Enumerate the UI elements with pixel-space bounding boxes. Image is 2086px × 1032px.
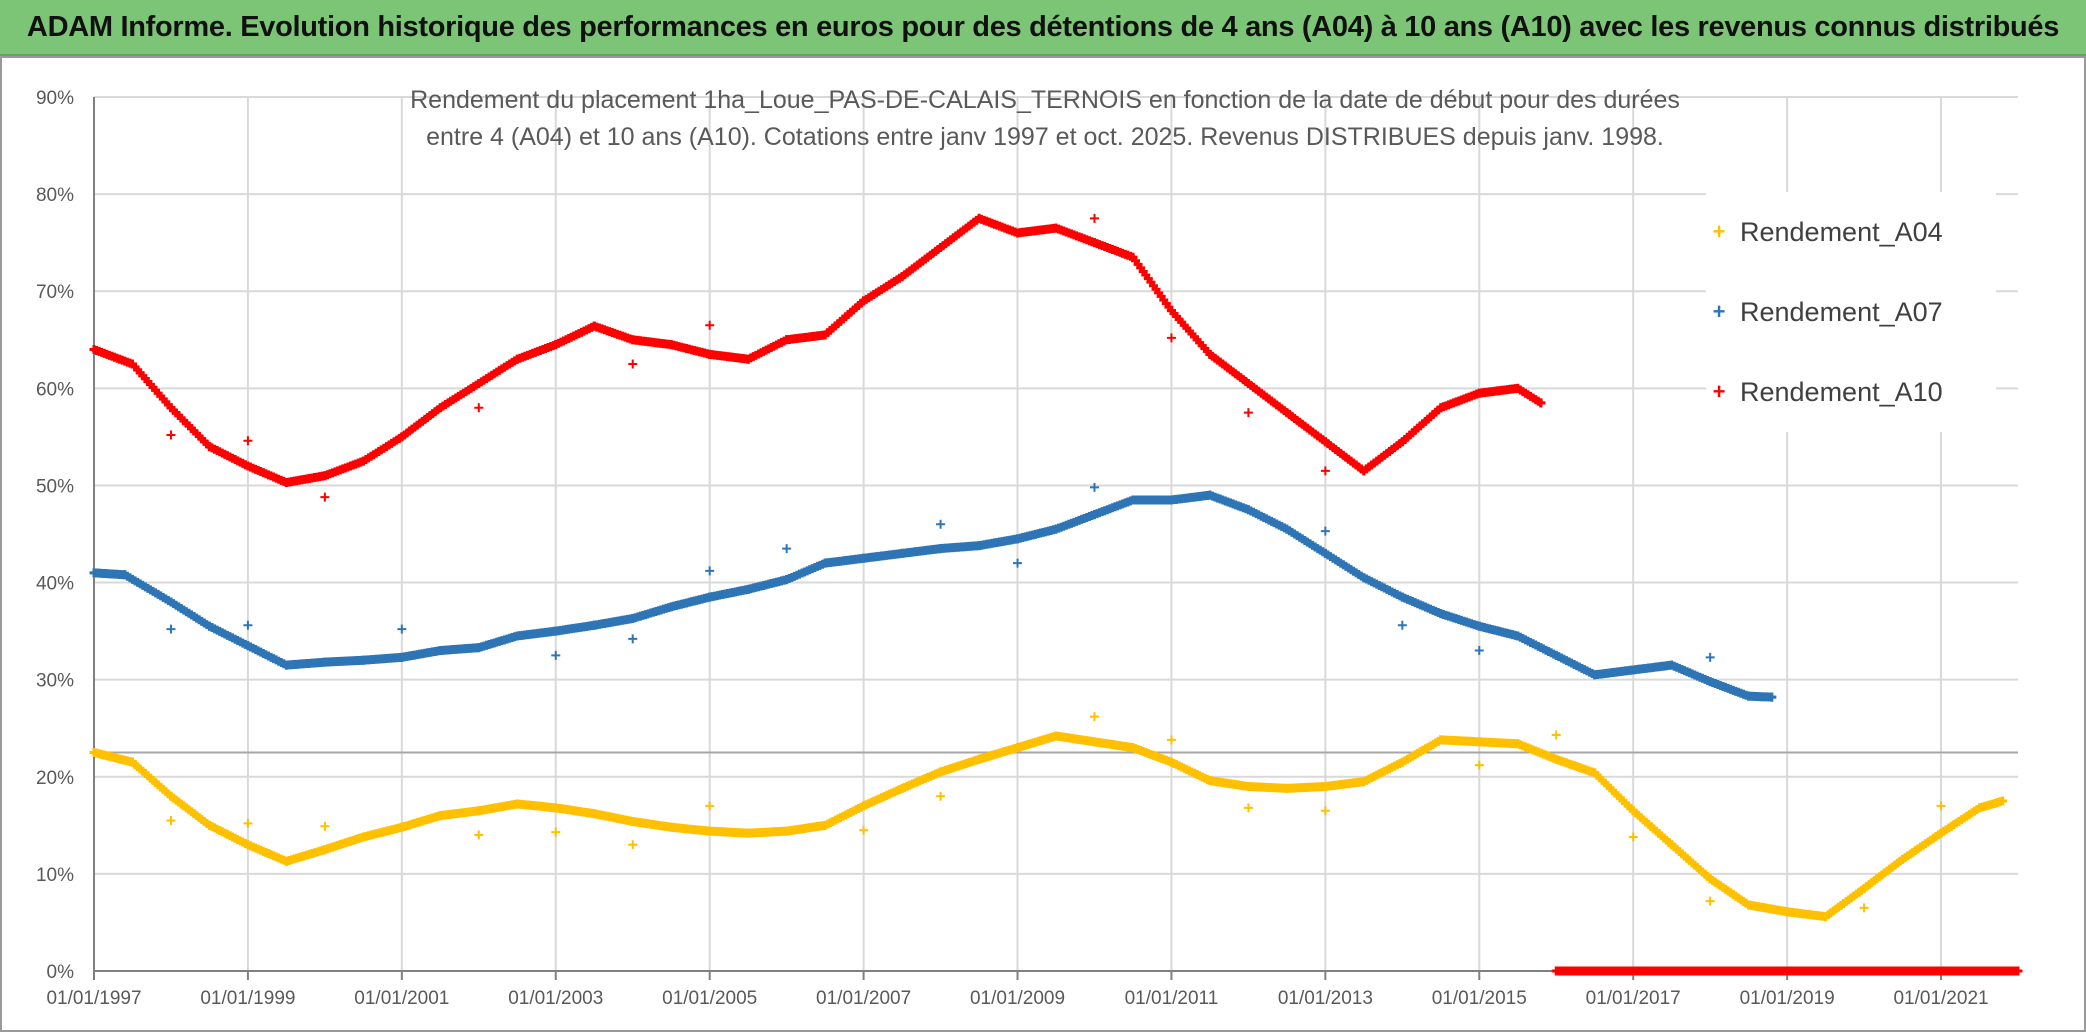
y-tick-label: 20% bbox=[36, 768, 74, 789]
data-point-outlier bbox=[551, 827, 561, 837]
y-tick-label: 80% bbox=[36, 185, 74, 206]
axis-layer: 0% 10% 20% 30% 40% 50% 60% 70% 80% 90% 01/01/1997 0… bbox=[36, 88, 2018, 1009]
report-banner: ADAM Informe. Evolution historique des p… bbox=[0, 0, 2086, 56]
data-point-outlier bbox=[474, 830, 484, 840]
x-tick-label: 01/01/2011 bbox=[1125, 988, 1219, 1009]
data-point-outlier bbox=[1397, 620, 1407, 630]
data-point bbox=[1767, 692, 1777, 702]
data-point-outlier bbox=[1089, 712, 1099, 722]
y-tick-label: 70% bbox=[36, 282, 74, 303]
data-point-outlier bbox=[243, 620, 253, 630]
data-point-outlier bbox=[1474, 760, 1484, 770]
chart-legend: + Rendement_A04 + Rendement_A07 + Rendem… bbox=[1706, 192, 1996, 432]
data-point-outlier bbox=[782, 544, 792, 554]
x-tick-label: 01/01/2003 bbox=[508, 988, 603, 1009]
data-point-outlier bbox=[1089, 213, 1099, 223]
y-tick-label: 30% bbox=[36, 671, 74, 692]
data-point-outlier bbox=[1089, 482, 1099, 492]
data-point bbox=[1536, 398, 1546, 408]
x-tick-label: 01/01/2017 bbox=[1586, 988, 1681, 1009]
legend-marker-a07-icon: + bbox=[1712, 299, 1726, 324]
data-point-outlier bbox=[397, 624, 407, 634]
legend-marker-a10-icon: + bbox=[1712, 379, 1726, 404]
series-rendement-a07 bbox=[89, 482, 1777, 702]
data-point-outlier bbox=[1166, 735, 1176, 745]
data-point-outlier bbox=[474, 403, 484, 413]
series-rendement-a10 bbox=[89, 213, 2023, 976]
x-tick-label: 01/01/2005 bbox=[662, 988, 757, 1009]
x-tick-label: 01/01/1999 bbox=[200, 988, 295, 1009]
legend-label-a07: Rendement_A07 bbox=[1740, 296, 1943, 327]
chart-title-line-1: Rendement du placement 1ha_Loue_PAS-DE-C… bbox=[410, 86, 1680, 114]
x-tick-label: 01/01/2021 bbox=[1893, 988, 1988, 1009]
data-point-outlier bbox=[1243, 803, 1253, 813]
data-point bbox=[1998, 796, 2008, 806]
y-tick-label: 40% bbox=[36, 574, 74, 595]
data-point-outlier bbox=[936, 519, 946, 529]
chart-title: Rendement du placement 1ha_Loue_PAS-DE-C… bbox=[380, 82, 1710, 156]
data-point-outlier bbox=[1705, 896, 1715, 906]
y-tick-label: 90% bbox=[36, 88, 74, 109]
data-point-outlier bbox=[1936, 801, 1946, 811]
series-layer bbox=[89, 213, 2023, 976]
data-point-outlier bbox=[705, 320, 715, 330]
legend-label-a10: Rendement_A10 bbox=[1740, 376, 1943, 407]
y-tick-label: 0% bbox=[47, 962, 75, 983]
data-point-outlier bbox=[243, 436, 253, 446]
data-point-outlier bbox=[936, 791, 946, 801]
data-point-outlier bbox=[1166, 333, 1176, 343]
data-point-outlier bbox=[551, 650, 561, 660]
data-point-outlier bbox=[1320, 466, 1330, 476]
x-tick-label: 01/01/2019 bbox=[1740, 988, 1835, 1009]
data-point-outlier bbox=[1705, 652, 1715, 662]
legend-item-a10: + Rendement_A10 bbox=[1706, 352, 1996, 432]
x-tick-label: 01/01/2013 bbox=[1278, 988, 1373, 1009]
data-point-outlier bbox=[705, 566, 715, 576]
legend-marker-a04-icon: + bbox=[1712, 219, 1726, 244]
data-point-outlier bbox=[166, 815, 176, 825]
data-point-outlier bbox=[1013, 558, 1023, 568]
data-point-outlier bbox=[320, 492, 330, 502]
data-point-outlier bbox=[705, 801, 715, 811]
y-tick-label: 10% bbox=[36, 865, 74, 886]
data-point-outlier bbox=[1859, 903, 1869, 913]
x-tick-label: 01/01/2009 bbox=[970, 988, 1065, 1009]
legend-label-a04: Rendement_A04 bbox=[1740, 216, 1943, 247]
data-point-outlier bbox=[243, 818, 253, 828]
data-point-outlier bbox=[1628, 832, 1638, 842]
data-point-outlier bbox=[320, 821, 330, 831]
legend-item-a07: + Rendement_A07 bbox=[1706, 272, 1996, 352]
data-point-zero bbox=[2013, 966, 2023, 976]
x-tick-label: 01/01/2015 bbox=[1432, 988, 1527, 1009]
x-tick-label: 01/01/2001 bbox=[354, 988, 449, 1009]
data-point-outlier bbox=[1474, 646, 1484, 656]
report-title: ADAM Informe. Evolution historique des p… bbox=[26, 10, 2060, 43]
chart-title-line-2: entre 4 (A04) et 10 ans (A10). Cotations… bbox=[426, 123, 1664, 151]
data-point-outlier bbox=[628, 634, 638, 644]
data-point-outlier bbox=[1551, 730, 1561, 740]
x-tick-label: 01/01/1997 bbox=[46, 988, 141, 1009]
data-point-outlier bbox=[1320, 526, 1330, 536]
data-point-outlier bbox=[166, 430, 176, 440]
legend-item-a04: + Rendement_A04 bbox=[1706, 192, 1996, 272]
data-point-outlier bbox=[1243, 408, 1253, 418]
series-rendement-a04 bbox=[89, 712, 2008, 922]
data-point-outlier bbox=[859, 825, 869, 835]
y-tick-label: 60% bbox=[36, 379, 74, 400]
data-point-outlier bbox=[628, 359, 638, 369]
y-tick-label: 50% bbox=[36, 476, 74, 497]
data-point-outlier bbox=[1320, 806, 1330, 816]
data-point-outlier bbox=[166, 624, 176, 634]
data-point-outlier bbox=[628, 840, 638, 850]
x-tick-label: 01/01/2007 bbox=[816, 988, 911, 1009]
